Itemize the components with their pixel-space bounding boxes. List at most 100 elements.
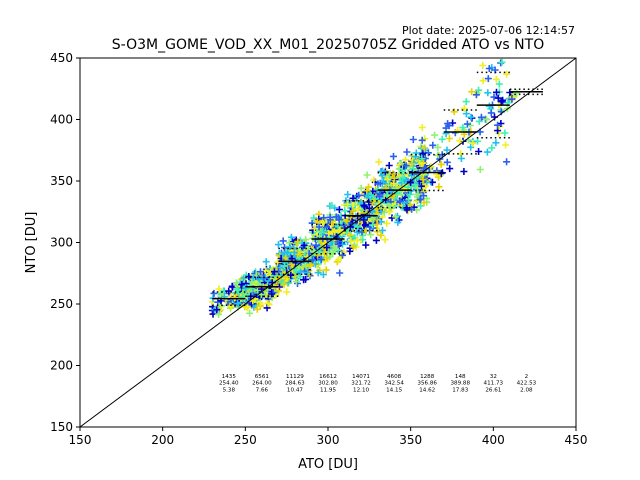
scatter-point	[372, 236, 380, 244]
scatter-point	[408, 160, 416, 168]
scatter-point	[428, 178, 436, 186]
scatter-point	[363, 187, 371, 195]
scatter-point	[483, 116, 490, 123]
y-tick-label: 400	[50, 113, 73, 127]
scatter-point	[487, 109, 495, 117]
scatter-point	[365, 204, 373, 212]
scatter-point	[454, 126, 462, 134]
scatter-point	[354, 205, 362, 213]
scatter-point	[438, 135, 446, 143]
scatter-point	[335, 256, 342, 264]
scatter-point	[495, 80, 503, 88]
scatter-point	[389, 170, 397, 178]
scatter-point	[419, 176, 427, 183]
scatter-point	[442, 130, 450, 138]
scatter-point	[413, 197, 420, 205]
scatter-point	[497, 98, 505, 106]
scatter-point	[462, 98, 470, 106]
scatter-point	[347, 237, 355, 245]
scatter-point	[398, 167, 406, 175]
x-tick-label: 300	[317, 433, 340, 447]
scatter-point	[302, 236, 310, 244]
scatter-point	[360, 216, 368, 224]
scatter-point	[331, 228, 339, 236]
scatter-point	[318, 228, 326, 236]
scatter-point	[374, 185, 382, 193]
scatter-point	[377, 231, 385, 239]
scatter-point	[284, 248, 292, 256]
scatter-point	[322, 266, 330, 274]
x-tick-label: 200	[151, 433, 174, 447]
bin-std-label: 26.61	[485, 387, 501, 393]
scatter-point	[319, 219, 327, 227]
scatter-point	[327, 249, 335, 256]
scatter-point	[334, 240, 342, 248]
y-tick-label: 300	[50, 236, 73, 250]
scatter-point	[398, 191, 405, 199]
scatter-point	[475, 148, 483, 155]
scatter-point	[309, 234, 317, 242]
plot-date: Plot date: 2025-07-06 12:14:57	[402, 24, 575, 37]
scatter-point	[390, 174, 398, 182]
scatter-point	[357, 184, 365, 192]
scatter-point	[435, 183, 443, 191]
bin-std-label: 11.95	[320, 387, 336, 393]
bin-mean-label: 284.63	[285, 381, 305, 387]
bin-mean-label: 302.80	[318, 381, 338, 387]
scatter-point	[242, 284, 250, 292]
bin-count-label: 1435	[222, 374, 237, 380]
scatter-point	[499, 96, 507, 104]
scatter-point	[420, 144, 428, 152]
scatter-point	[476, 166, 484, 173]
y-axis-ticks: 150 200 250 300 350 400 450	[50, 51, 80, 434]
scatter-point	[375, 158, 383, 166]
scatter-point	[494, 121, 502, 129]
scatter-point	[336, 269, 344, 277]
scatter-point	[420, 192, 427, 200]
bin-count-label: 2	[525, 374, 529, 380]
scatter-point	[485, 65, 493, 72]
scatter-point	[274, 258, 282, 266]
scatter-point	[437, 169, 445, 177]
scatter-point	[485, 102, 493, 110]
scatter-point	[383, 191, 391, 199]
scatter-point	[269, 289, 277, 297]
scatter-point	[403, 206, 411, 214]
bin-count-label: 148	[455, 374, 466, 380]
scatter-point	[297, 268, 304, 276]
scatter-point	[379, 226, 386, 234]
scatter-point	[344, 200, 351, 208]
scatter-point	[276, 264, 284, 272]
scatter-point	[311, 225, 318, 232]
scatter-point	[354, 223, 362, 231]
chart-title: S-O3M_GOME_VOD_XX_M01_20250705Z Gridded …	[112, 37, 544, 53]
scatter-point	[405, 196, 413, 204]
scatter-point	[210, 289, 218, 297]
scatter-point	[488, 144, 496, 152]
scatter-point	[270, 268, 278, 276]
scatter-point	[353, 237, 361, 245]
scatter-point	[330, 243, 338, 251]
scatter-point	[475, 86, 483, 94]
scatter-point	[310, 214, 318, 222]
scatter-point	[490, 93, 498, 101]
bin-std-label: 14.15	[386, 387, 402, 393]
scatter-point	[325, 229, 333, 237]
scatter-point	[390, 152, 397, 160]
scatter-point	[402, 156, 409, 164]
scatter-point	[443, 158, 451, 166]
scatter-point	[323, 223, 330, 231]
bin-std-label: 12.10	[353, 387, 369, 393]
scatter-point	[225, 287, 233, 295]
scatter-point	[315, 223, 323, 231]
x-tick-label: 350	[399, 433, 422, 447]
scatter-point	[468, 88, 476, 96]
scatter-point	[479, 77, 487, 85]
scatter-point	[245, 273, 253, 280]
scatter-point	[228, 282, 236, 290]
scatter-point	[290, 248, 298, 256]
scatter-point	[314, 269, 322, 277]
bin-count-label: 11129	[286, 374, 304, 380]
scatter-point	[418, 155, 426, 163]
